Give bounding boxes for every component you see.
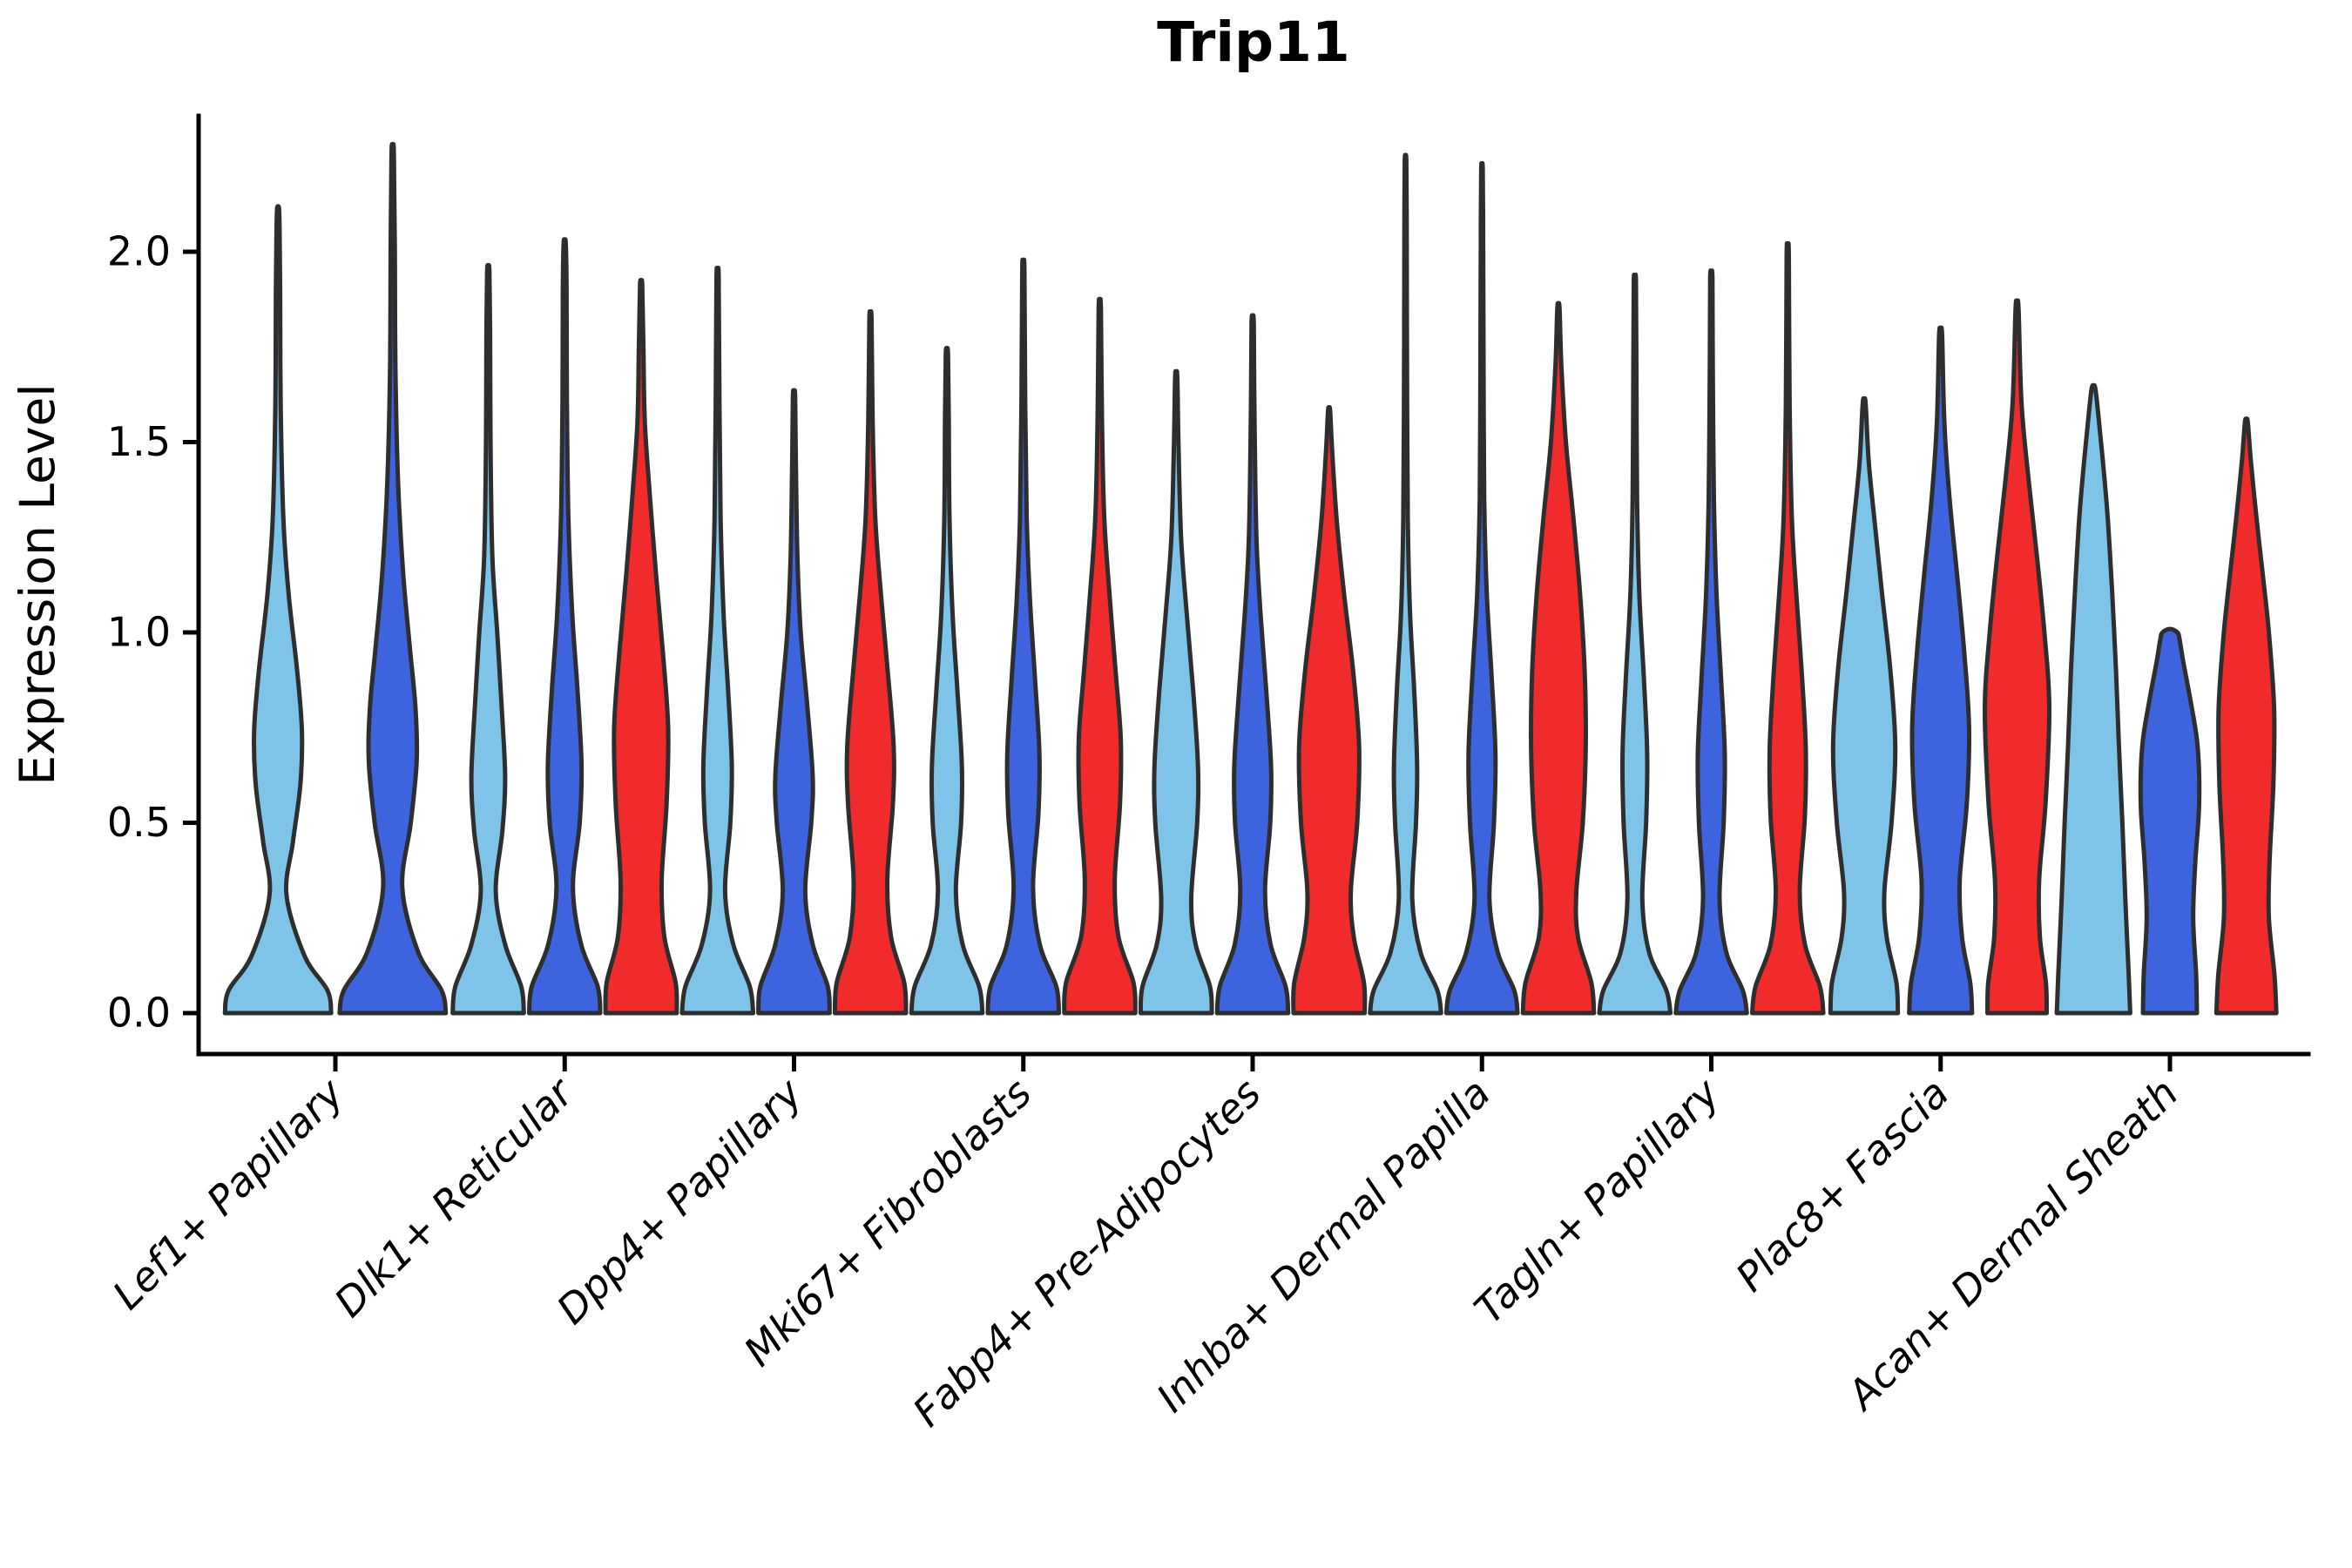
violin-inhba-dermal-papilla-red [1520,301,1597,1016]
violin-plac8-fascia-light_blue [1828,395,1901,1016]
y-axis-ticks: 0.0 0.5 1.0 1.5 2.0 [107,228,199,1037]
violin-lef1-papillary-dark_blue [337,141,449,1016]
violin-acan-dermal-sheath-red [2213,416,2279,1016]
violin-dlk1-reticular-light_blue [450,263,526,1016]
violin-fabp4-pre-adipocytes-light_blue [1138,368,1214,1016]
violin-dpp4-papillary-light_blue [679,265,756,1016]
y-tick-label: 1.5 [107,418,171,465]
violin-dpp4-papillary-dark_blue [756,388,832,1016]
y-tick-label: 2.0 [107,228,171,275]
violin-tagln-papillary-light_blue [1597,272,1673,1016]
x-tick-label-dpp4-papillary: Dpp4+ Papillary [548,1069,812,1333]
y-axis-label: Expression Level [10,383,65,785]
violin-mki67-fibroblasts-dark_blue [985,257,1062,1016]
chart-title: Trip11 [1157,10,1349,74]
violin-plac8-fascia-dark_blue [1907,325,1975,1016]
x-tick-label-lef1-papillary: Lef1+ Papillary [104,1069,353,1318]
violin-acan-dermal-sheath-light_blue [2054,382,2132,1016]
y-tick-label: 0.5 [107,799,171,846]
violin-fabp4-pre-adipocytes-dark_blue [1214,313,1291,1016]
violin-inhba-dermal-papilla-dark_blue [1443,160,1520,1016]
x-tick-label-dlk1-reticular: Dlk1+ Reticular [325,1067,584,1326]
violin-dlk1-reticular-dark_blue [526,237,603,1016]
violin-mki67-fibroblasts-red [1062,296,1138,1016]
x-tick-label-plac8-fascia: Plac8+ Fascia [1727,1070,1957,1301]
violin-dlk1-reticular-red [603,278,679,1016]
violin-tagln-papillary-dark_blue [1673,268,1749,1016]
violins-layer [222,141,2279,1016]
violin-dpp4-papillary-red [832,308,909,1016]
violin-fabp4-pre-adipocytes-red [1291,405,1368,1016]
y-tick-label: 0.0 [107,990,171,1037]
violin-acan-dermal-sheath-dark_blue [2138,626,2202,1016]
x-tick-label-tagln-papillary: Tagln+ Papillary [1465,1069,1729,1333]
violin-lef1-papillary-light_blue [222,204,334,1016]
violin-mki67-fibroblasts-light_blue [909,346,985,1016]
violin-inhba-dermal-papilla-light_blue [1368,152,1443,1016]
violin-tagln-papillary-red [1749,240,1826,1016]
violin-plac8-fascia-red [1982,298,2052,1016]
y-tick-label: 1.0 [107,609,171,656]
